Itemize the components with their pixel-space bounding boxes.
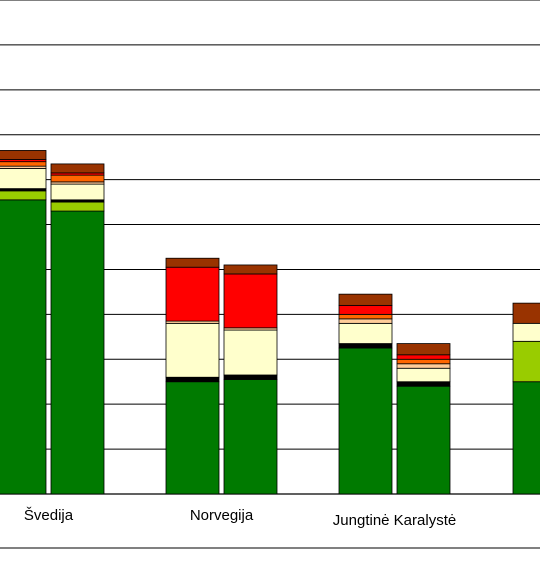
bar-segment xyxy=(338,293,393,306)
bar-segment xyxy=(396,367,451,383)
bar-segment xyxy=(338,304,393,315)
bar-segment xyxy=(396,385,451,495)
bar-segment xyxy=(50,183,105,201)
bar-segment xyxy=(223,379,278,495)
bar-segment xyxy=(0,161,47,167)
bar-segment xyxy=(50,201,105,212)
bar-segment xyxy=(338,343,393,349)
bar-segment xyxy=(165,376,220,383)
bar-segment xyxy=(0,199,47,495)
bar-segment xyxy=(223,264,278,275)
bar-segment xyxy=(396,343,451,356)
bar-segment xyxy=(50,163,105,174)
bar-segment xyxy=(512,381,540,495)
category-label: Norvegija xyxy=(190,507,254,524)
category-label: Jungtinė Karalystė xyxy=(333,512,456,529)
bar-segment xyxy=(396,381,451,387)
bar-segment xyxy=(512,322,540,342)
bar-segment xyxy=(165,322,220,378)
bar-segment xyxy=(50,174,105,183)
bar-segment xyxy=(50,210,105,495)
bar-segment xyxy=(165,266,220,322)
bar-segment xyxy=(338,347,393,495)
category-label: Švedija xyxy=(24,507,74,524)
bar-segment xyxy=(223,374,278,380)
bar-segment xyxy=(338,313,393,320)
bar-segment xyxy=(338,318,393,324)
bar-segment xyxy=(512,340,540,383)
bar-segment xyxy=(512,302,540,324)
bar-segment xyxy=(165,381,220,495)
category-labels: Švedija Norvegija Jungtinė Karalystė xyxy=(24,507,456,529)
bar-segment xyxy=(396,358,451,365)
bar-segment xyxy=(223,329,278,376)
bar-segment xyxy=(396,363,451,369)
bar-segment xyxy=(0,190,47,201)
bar-segment xyxy=(223,273,278,329)
bar-segment xyxy=(0,150,47,160)
bar-segment xyxy=(165,257,220,268)
bar-segment xyxy=(396,354,451,360)
bar-segment xyxy=(338,322,393,344)
bar-segment xyxy=(0,168,47,190)
bars xyxy=(0,150,540,495)
